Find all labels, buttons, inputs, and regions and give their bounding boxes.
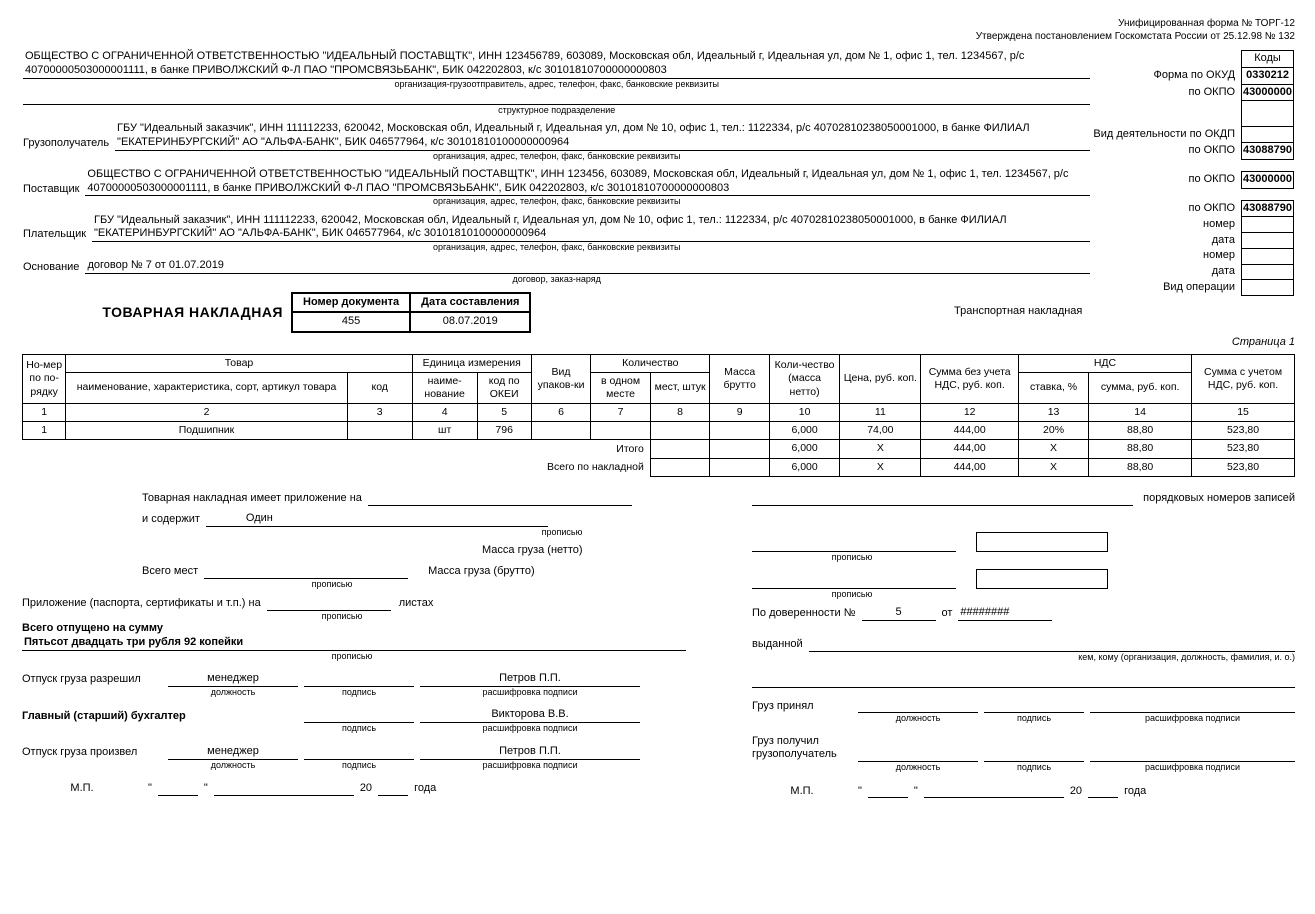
sum-words: Пятьсот двадцать три рубля 92 копейки xyxy=(22,636,686,651)
basis-row: Основание договор № 7 от 01.07.2019 xyxy=(23,259,1090,274)
okpo-payer: 43088790 xyxy=(1242,200,1294,217)
released-sum-label: Всего отпущено на сумму xyxy=(22,622,712,636)
sender-text: ОБЩЕСТВО С ОГРАНИЧЕННОЙ ОТВЕТСТВЕННОСТЬЮ… xyxy=(23,50,1090,79)
totals-vsego: Всего по накладной 6,000 X 444,00 X 88,8… xyxy=(23,458,1295,476)
okpo-supplier: 43000000 xyxy=(1242,171,1294,188)
docnum-table: Номер документаДата составления 45508.07… xyxy=(291,292,531,334)
totals-itogo: Итого 6,000 X 444,00 X 88,80 523,80 xyxy=(23,440,1295,458)
items-table: Но-мер по по-рядку Товар Единица измерен… xyxy=(22,354,1295,477)
doc-title: ТОВАРНАЯ НАКЛАДНАЯ xyxy=(23,304,283,322)
payer-row: Плательщик ГБУ "Идеальный заказчик", ИНН… xyxy=(23,214,1090,243)
page-number: Страница 1 xyxy=(22,336,1295,350)
okpo-consignee: 43088790 xyxy=(1242,143,1294,160)
struct-cap: структурное подразделение xyxy=(23,105,1090,116)
table-row: 1 Подшипник шт 796 6,000 74,00 444,00 20… xyxy=(23,422,1295,440)
supplier-row: Поставщик ОБЩЕСТВО С ОГРАНИЧЕННОЙ ОТВЕТС… xyxy=(23,168,1090,197)
tn-label: Транспортная накладная xyxy=(531,305,1090,319)
okud-code: 0330212 xyxy=(1242,67,1294,84)
form-line-2: Утверждена постановлением Госкомстата Ро… xyxy=(22,31,1295,44)
consignee-row: Грузополучатель ГБУ "Идеальный заказчик"… xyxy=(23,122,1090,151)
form-line-1: Унифицированная форма № ТОРГ-12 xyxy=(22,18,1295,31)
okpo-sender: 43000000 xyxy=(1242,84,1294,101)
sender-cap: организация-грузоотправитель, адрес, тел… xyxy=(23,79,1090,90)
